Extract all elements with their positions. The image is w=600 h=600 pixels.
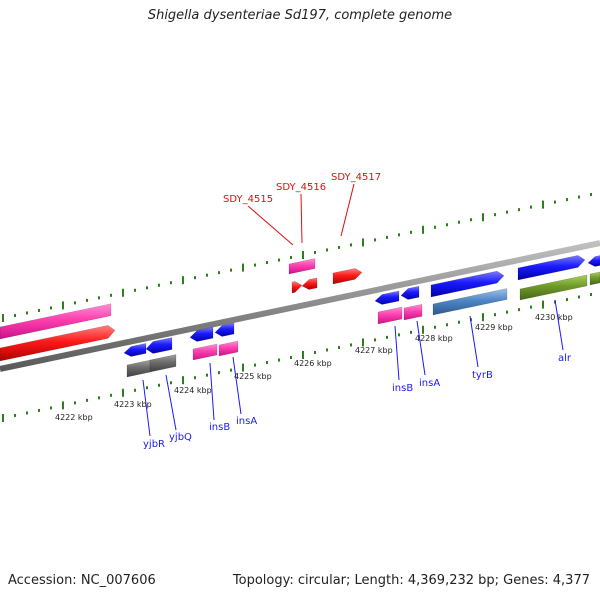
kbp-label: 4223 kbp bbox=[114, 400, 152, 409]
feature-olive[interactable] bbox=[519, 274, 588, 301]
feature-insA[interactable] bbox=[214, 322, 235, 337]
feature-pink[interactable] bbox=[218, 340, 239, 357]
kbp-label: 4224 kbp bbox=[174, 386, 212, 395]
feature-SDY_4515[interactable] bbox=[291, 281, 303, 294]
leader-alr bbox=[554, 299, 564, 351]
leader-yjbR bbox=[142, 379, 151, 437]
feature-grey[interactable] bbox=[126, 359, 151, 378]
map-title: Shigella dysenteriae Sd197, complete gen… bbox=[147, 8, 453, 23]
leader-SDY_4516 bbox=[300, 193, 303, 244]
gene-label-yjbQ[interactable]: yjbQ bbox=[169, 432, 192, 443]
gene-label-yjbR[interactable]: yjbR bbox=[143, 439, 165, 450]
feature-steelblue[interactable] bbox=[432, 288, 508, 316]
leader-insA bbox=[232, 356, 242, 415]
kbp-label: 4222 kbp bbox=[55, 413, 93, 422]
leader-insB bbox=[394, 325, 400, 381]
feature-red[interactable] bbox=[0, 325, 116, 362]
locus-label-SDY_4516[interactable]: SDY_4516 bbox=[276, 182, 326, 193]
kbp-label: 4227 kbp bbox=[355, 346, 393, 355]
kbp-label: 4225 kbp bbox=[234, 372, 272, 381]
feature-SDY_4516b[interactable] bbox=[301, 277, 318, 290]
gene-label-insA[interactable]: insA bbox=[419, 378, 440, 389]
locus-label-SDY_4515[interactable]: SDY_4515 bbox=[223, 194, 273, 205]
feature-pink[interactable] bbox=[192, 343, 218, 361]
kbp-label: 4230 kbp bbox=[535, 313, 573, 322]
feature-insB[interactable] bbox=[374, 290, 400, 305]
leader-yjbQ bbox=[165, 374, 177, 431]
feature-yjbR[interactable] bbox=[123, 343, 147, 357]
feature-SDY_4516[interactable] bbox=[288, 258, 316, 275]
feature-tyrB[interactable] bbox=[430, 270, 505, 298]
label-leaders bbox=[142, 183, 564, 437]
feature-blue-edge[interactable] bbox=[587, 255, 600, 267]
feature-pink[interactable] bbox=[377, 306, 403, 325]
feature-insA[interactable] bbox=[400, 285, 420, 300]
kbp-label: 4229 kbp bbox=[475, 323, 513, 332]
feature-yjbQ[interactable] bbox=[145, 337, 173, 354]
feature-insB[interactable] bbox=[189, 326, 214, 342]
gene-label-insA[interactable]: insA bbox=[236, 416, 257, 427]
leader-SDY_4517 bbox=[340, 183, 355, 237]
gene-label-insB[interactable]: insB bbox=[209, 422, 230, 433]
genome-backbone bbox=[0, 240, 600, 372]
gene-label-tyrB[interactable]: tyrB bbox=[472, 370, 493, 381]
kbp-label: 4226 kbp bbox=[294, 359, 332, 368]
leader-insB bbox=[209, 362, 215, 421]
gene-label-insB[interactable]: insB bbox=[392, 383, 413, 394]
feature-alr[interactable] bbox=[517, 255, 586, 281]
feature-pink[interactable] bbox=[403, 303, 423, 321]
kbp-label: 4228 kbp bbox=[415, 334, 453, 343]
leader-SDY_4515 bbox=[247, 205, 294, 246]
leader-tyrB bbox=[469, 315, 479, 368]
feature-olive[interactable] bbox=[589, 271, 600, 286]
features bbox=[0, 255, 600, 378]
tick-marks bbox=[2, 193, 592, 422]
locus-label-SDY_4517[interactable]: SDY_4517 bbox=[331, 172, 381, 183]
feature-pink[interactable] bbox=[0, 303, 112, 340]
leader-insA bbox=[416, 320, 426, 376]
genome-summary-text: Topology: circular; Length: 4,369,232 bp… bbox=[232, 573, 590, 588]
feature-SDY_4517[interactable] bbox=[332, 268, 363, 285]
feature-grey[interactable] bbox=[149, 354, 177, 373]
accession-text: Accession: NC_007606 bbox=[8, 573, 156, 588]
gene-label-alr[interactable]: alr bbox=[558, 353, 572, 364]
